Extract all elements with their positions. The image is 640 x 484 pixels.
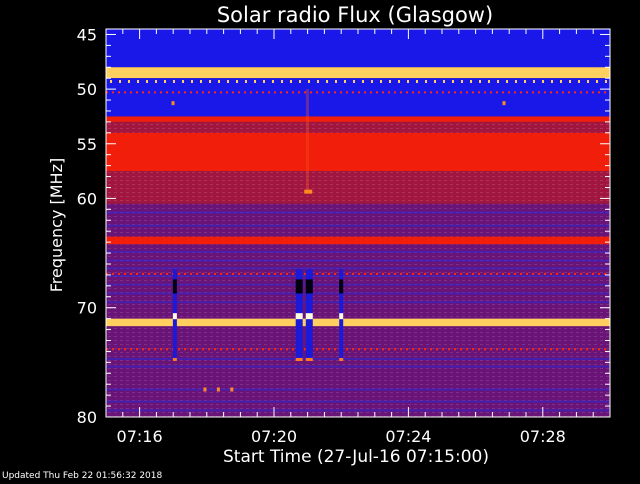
texture-row — [106, 274, 610, 277]
updated-timestamp: Updated Thu Feb 22 01:56:32 2018 — [2, 471, 163, 480]
chart-title: Solar radio Flux (Glasgow) — [217, 3, 493, 27]
speck — [502, 101, 506, 106]
texture-row — [106, 283, 610, 286]
burst-peak — [295, 313, 303, 320]
y-tick-label: 80 — [77, 408, 97, 427]
y-tick-label: 60 — [77, 189, 97, 208]
y-axis-label: Frequency [MHz] — [47, 158, 66, 292]
vertical-trace — [305, 89, 309, 193]
hot-pixel — [304, 189, 313, 194]
x-tick-label: 07:16 — [117, 427, 163, 446]
burst-core — [305, 279, 313, 294]
burst-tail — [339, 357, 344, 361]
texture-row — [106, 400, 610, 403]
burst-tail — [295, 357, 303, 361]
band-texture — [106, 203, 610, 237]
y-tick-label: 45 — [77, 25, 97, 44]
band-texture — [106, 121, 610, 133]
speck — [203, 387, 207, 392]
texture-row — [106, 365, 610, 368]
y-tick-label: 70 — [77, 299, 97, 318]
intensity-band — [106, 116, 610, 122]
plot-area — [106, 29, 610, 417]
texture-row — [106, 409, 610, 412]
x-axis-label: Start Time (27-Jul-16 07:15:00) — [223, 447, 489, 467]
texture-row — [106, 224, 610, 227]
burst-tail — [305, 357, 313, 361]
x-tick-label: 07:20 — [251, 427, 297, 446]
x-tick-label: 07:24 — [385, 427, 431, 446]
x-tick-label: 07:28 — [520, 427, 566, 446]
y-tick-label: 50 — [77, 80, 97, 99]
band-texture — [106, 244, 610, 319]
burst-tail — [172, 357, 177, 361]
texture-row — [106, 211, 610, 214]
intensity-band — [106, 78, 610, 117]
speck — [171, 101, 175, 106]
burst-peak — [339, 313, 344, 320]
speck — [230, 387, 234, 392]
intensity-band — [106, 67, 610, 79]
texture-row — [106, 301, 610, 304]
band-texture — [106, 171, 610, 204]
texture-row — [106, 267, 610, 270]
speck — [216, 387, 220, 392]
burst-peak — [305, 313, 313, 320]
y-tick-label: 55 — [77, 135, 97, 154]
texture-row — [106, 259, 610, 262]
burst-peak — [172, 313, 177, 320]
texture-row — [106, 250, 610, 253]
intensity-band — [106, 29, 610, 68]
burst-core — [172, 279, 177, 294]
texture-row — [106, 292, 610, 295]
texture-row — [106, 388, 610, 391]
intensity-band — [106, 132, 610, 172]
intensity-band — [106, 318, 610, 327]
axes: 45 50 55 60 70 80 07:16 07:20 07:24 07:28 — [77, 25, 611, 446]
burst-core — [339, 279, 344, 294]
burst-core — [295, 279, 303, 294]
texture-row — [106, 357, 610, 360]
intensity-band — [106, 236, 610, 245]
band-texture — [106, 326, 610, 417]
